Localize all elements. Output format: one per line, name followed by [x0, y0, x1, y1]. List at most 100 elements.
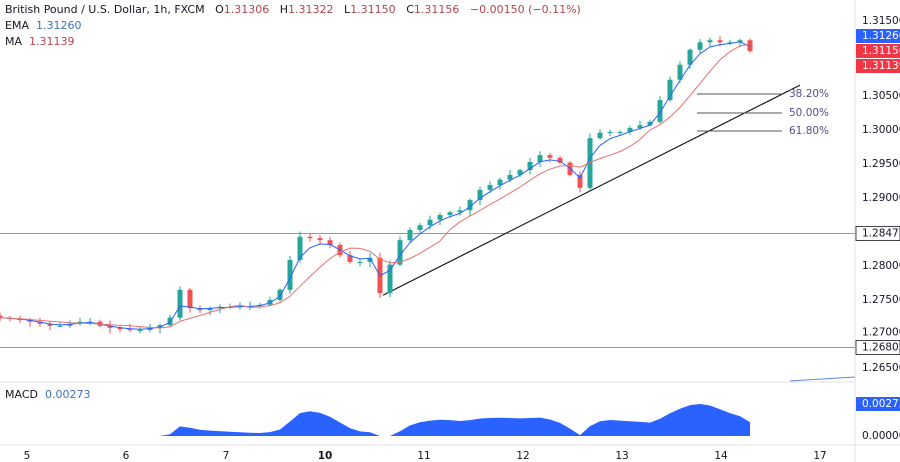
- candle-body: [527, 161, 533, 171]
- price-tick-label: 1.27000: [862, 326, 900, 338]
- close-value: 1.31156: [413, 3, 460, 16]
- candle-body: [717, 40, 723, 43]
- candle-body: [37, 321, 43, 324]
- candle: [497, 177, 503, 190]
- candle-body: [297, 236, 303, 260]
- candle: [457, 206, 463, 216]
- price-tick-label: 1.27500: [862, 294, 900, 306]
- candle: [0, 312, 3, 322]
- candle-body: [387, 264, 393, 294]
- candle-body: [177, 289, 183, 318]
- close-label: C: [406, 3, 414, 16]
- price-badge-bg: [856, 29, 900, 43]
- candle-body: [137, 329, 143, 331]
- candle: [417, 222, 423, 233]
- candle-body: [207, 308, 213, 311]
- open-label: O: [215, 3, 224, 16]
- candle-body: [307, 236, 313, 239]
- candle-body: [47, 323, 53, 326]
- candle: [177, 286, 183, 321]
- candle-body: [557, 157, 563, 163]
- price-tick-label: 1.31500: [862, 15, 900, 27]
- candle-body: [287, 259, 293, 290]
- candle-body: [427, 219, 433, 226]
- candle-body: [407, 229, 413, 241]
- candle-body: [617, 132, 623, 134]
- candle: [687, 48, 693, 70]
- time-tick-label: 10: [318, 450, 333, 462]
- level-badge-label: 1.26802: [862, 341, 900, 353]
- symbol-title[interactable]: British Pound / U.S. Dollar, 1h, FXCM: [5, 3, 205, 16]
- macd-value: 0.00273: [44, 388, 91, 401]
- candle-body: [697, 42, 703, 50]
- price-badge: 1.31260: [856, 29, 900, 43]
- candle-body: [667, 79, 673, 101]
- time-tick-label: 12: [516, 450, 529, 462]
- ma-row[interactable]: MA 1.31139: [5, 34, 581, 50]
- candle-body: [637, 125, 643, 128]
- price-tick-label: 1.30000: [862, 124, 900, 136]
- time-tick-label: 13: [615, 450, 628, 462]
- candle-body: [17, 319, 23, 321]
- candle: [347, 250, 353, 264]
- candle-body: [327, 240, 333, 245]
- price-tick-label: 1.28000: [862, 260, 900, 272]
- macd-badge-bg: [856, 397, 900, 411]
- candle: [387, 260, 393, 298]
- fib-level-label: 38.20%: [789, 88, 829, 100]
- macd-legend[interactable]: MACD 0.00273: [5, 388, 90, 401]
- candle-body: [607, 132, 613, 134]
- candle: [117, 326, 123, 333]
- ma-value: 1.31139: [29, 35, 75, 48]
- candle: [597, 129, 603, 140]
- candle-body: [537, 155, 543, 162]
- ema-line: [0, 41, 751, 330]
- macd-tick-label: 0.00000: [862, 430, 900, 442]
- candle: [577, 171, 583, 193]
- candle-body: [347, 255, 353, 262]
- candle-body: [647, 121, 653, 126]
- level-badge-bg: [855, 226, 900, 241]
- candle-body: [597, 132, 603, 139]
- low-label: L: [344, 3, 351, 16]
- candle: [307, 233, 313, 242]
- candle-body: [277, 289, 283, 300]
- candle: [237, 302, 243, 310]
- candle-body: [467, 200, 473, 211]
- candle-body: [517, 170, 523, 175]
- candle: [747, 38, 753, 53]
- candle-body: [507, 174, 513, 180]
- chart-legend: British Pound / U.S. Dollar, 1h, FXCM O1…: [5, 2, 581, 50]
- time-tick-label: 17: [813, 450, 826, 462]
- candle-body: [497, 179, 503, 186]
- candle: [367, 252, 373, 268]
- candle-body: [707, 40, 713, 43]
- price-tick-label: 1.29000: [862, 192, 900, 204]
- price-badge: 1.31139: [856, 59, 900, 73]
- candle-body: [727, 42, 733, 44]
- candle-body: [107, 325, 113, 328]
- level-badge-label: 1.28478: [862, 227, 900, 239]
- candle-body: [437, 215, 443, 220]
- macd-badge: 0.00273: [856, 397, 900, 411]
- candle: [607, 129, 613, 137]
- price-tick-label: 1.30500: [862, 90, 900, 102]
- candle: [547, 152, 553, 163]
- price-tick-label: 1.26500: [862, 362, 900, 374]
- price-badge-bg: [856, 59, 900, 73]
- candle: [437, 212, 443, 226]
- candle-body: [417, 225, 423, 230]
- candle: [667, 76, 673, 102]
- candle-body: [677, 64, 683, 80]
- change-value: −0.00150 (−0.11%): [469, 3, 581, 16]
- price-badge-label: 1.31156: [862, 45, 900, 57]
- candle: [137, 326, 143, 334]
- candle-body: [187, 289, 193, 309]
- candle: [707, 37, 713, 48]
- open-value: 1.31306: [223, 3, 270, 16]
- candle: [77, 317, 83, 326]
- candle-body: [57, 325, 63, 327]
- level-badge: 1.28478: [855, 226, 900, 241]
- ema-row[interactable]: EMA 1.31260: [5, 18, 581, 34]
